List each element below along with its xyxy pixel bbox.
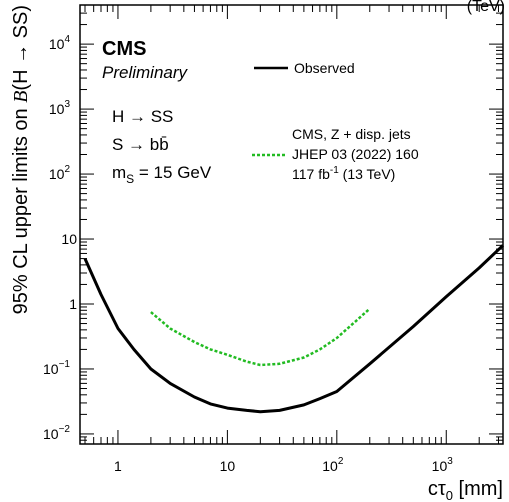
y-title-b: B — [10, 91, 32, 103]
y-tick-label: 10 — [61, 231, 77, 247]
cms-label: CMS — [102, 38, 146, 60]
process-line-1: H → SS — [112, 107, 173, 126]
x-tick-label-base: 10 — [220, 458, 236, 474]
x-title-main: cτ — [428, 478, 446, 500]
y-tick-label-base: 1 — [69, 296, 77, 312]
preliminary-label: Preliminary — [102, 63, 189, 82]
x-tick-label-base: 10 — [322, 458, 338, 474]
x-title-unit: [mm] — [453, 478, 503, 500]
mass-label-sub: S — [126, 172, 134, 186]
y-tick-label: 10−1 — [43, 359, 70, 377]
x-tick-label: 1 — [114, 458, 122, 474]
reference-limit-line — [150, 307, 371, 367]
legend-reference-line-1: CMS, Z + disp. jets — [292, 126, 411, 142]
plot-frame — [79, 4, 504, 445]
x-tick-label-exp: 3 — [447, 456, 453, 467]
legend-reference-line-2: JHEP 03 (2022) 160 — [292, 146, 419, 162]
lumi-exp: -1 — [330, 165, 339, 176]
mass-label-main: m — [112, 163, 126, 182]
x-tick-label-base: 1 — [114, 458, 122, 474]
mass-label-rest: = 15 GeV — [134, 163, 212, 182]
y-tick-label-exp: 2 — [64, 164, 70, 175]
y-tick-label-base: 10 — [49, 36, 65, 52]
process-line-2: S → bb̄ — [112, 135, 169, 154]
x-tick-label: 102 — [322, 456, 344, 474]
legend-observed-label: Observed — [294, 60, 355, 76]
y-tick-label-base: 10 — [43, 426, 59, 442]
y-tick-label-exp: −2 — [59, 424, 71, 435]
x-tick-label: 10 — [220, 458, 236, 474]
y-tick-label: 103 — [49, 99, 71, 117]
x-tick-label: 103 — [432, 456, 454, 474]
x-tick-label-base: 10 — [432, 458, 448, 474]
y-tick-label-base: 10 — [49, 166, 65, 182]
x-axis-title: cτ0 [mm] — [428, 478, 503, 502]
series-layer — [83, 244, 505, 414]
y-tick-label-base: 10 — [49, 101, 65, 117]
x-title-sub: 0 — [446, 488, 453, 502]
y-tick-label: 104 — [49, 34, 71, 52]
top-label-fragment: (TeV) — [467, 0, 505, 15]
y-tick-label: 1 — [69, 296, 77, 312]
y-tick-label-exp: −1 — [59, 359, 71, 370]
lumi-post: (13 TeV) — [339, 166, 396, 182]
lumi-pre: 117 fb — [292, 166, 330, 182]
axis-ticks — [80, 4, 503, 445]
y-tick-label: 102 — [49, 164, 71, 182]
y-tick-label-exp: 3 — [64, 99, 70, 110]
y-axis-title: 95% CL upper limits on B(H → SS) — [10, 5, 32, 314]
observed-limit-line — [83, 244, 505, 414]
y-tick-label-base: 10 — [61, 231, 77, 247]
mass-label: mS = 15 GeV — [112, 163, 212, 186]
y-tick-label-exp: 4 — [64, 34, 70, 45]
y-tick-label: 10−2 — [43, 424, 70, 442]
legend-reference-lumi: 117 fb-1 (13 TeV) — [292, 165, 395, 182]
y-title-pre: 95% CL upper limits on — [10, 103, 32, 315]
y-tick-label-base: 10 — [43, 361, 59, 377]
x-tick-label-exp: 2 — [338, 456, 344, 467]
y-title-post: (H → SS) — [10, 5, 32, 91]
